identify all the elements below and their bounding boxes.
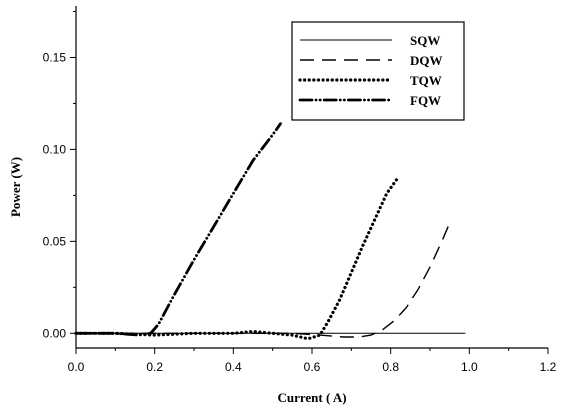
series-line-dqw: [76, 222, 451, 338]
y-tick-label: 0.15: [43, 50, 67, 64]
legend: SQW DQW TQW FQW: [291, 21, 465, 121]
x-tick-label: 0.2: [146, 360, 163, 374]
legend-label-fqw: FQW: [410, 93, 441, 108]
legend-label-dqw: DQW: [410, 53, 443, 68]
x-tick-label: 0.4: [225, 360, 242, 374]
y-axis: 0.00 0.05 0.10 0.15: [43, 11, 76, 340]
series-layer: [74, 122, 466, 341]
x-axis: 0.0 0.2 0.4 0.6 0.8 1.0 1.2: [68, 348, 557, 374]
y-tick-label: 0.10: [43, 142, 67, 156]
series-line-fqw: [74, 122, 282, 337]
legend-box: [291, 21, 465, 121]
y-axis-title: Power (W): [8, 157, 23, 217]
legend-label-sqw: SQW: [410, 33, 440, 48]
x-tick-label: 0.0: [68, 360, 85, 374]
series-line-tqw: [74, 175, 401, 341]
y-tick-label: 0.05: [43, 234, 67, 248]
legend-label-tqw: TQW: [410, 73, 442, 88]
x-axis-title: Current ( A): [277, 390, 346, 405]
x-tick-label: 0.6: [304, 360, 321, 374]
x-tick-label: 1.2: [540, 360, 557, 374]
x-tick-label: 1.0: [461, 360, 478, 374]
y-tick-label: 0.00: [43, 326, 67, 340]
x-tick-label: 0.8: [382, 360, 399, 374]
